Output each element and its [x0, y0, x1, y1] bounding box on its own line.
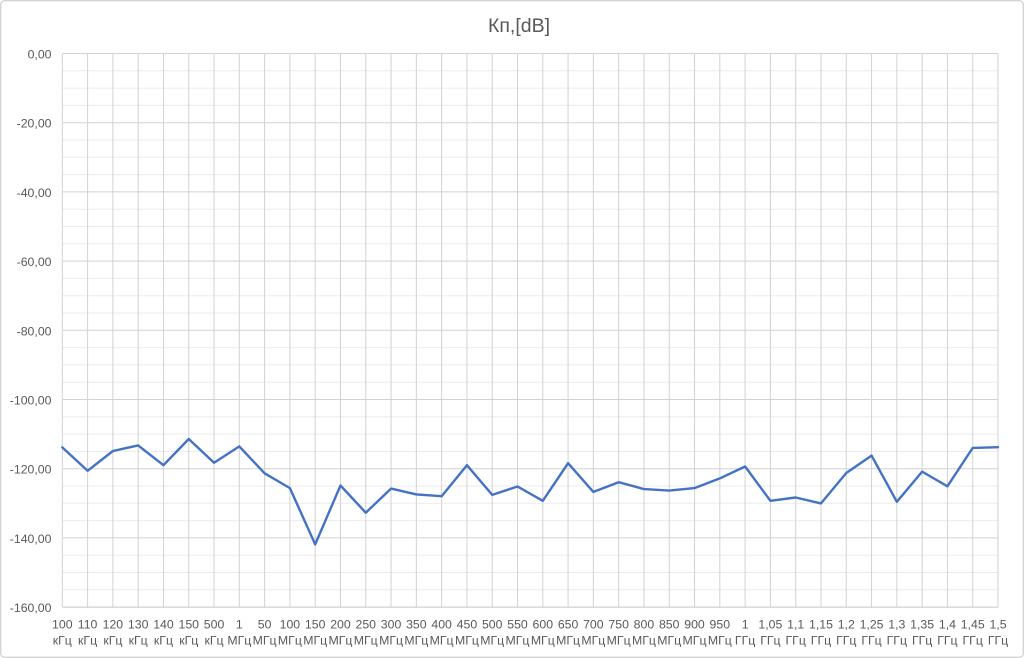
svg-text:-140,00: -140,00	[10, 532, 52, 546]
svg-text:-120,00: -120,00	[10, 463, 52, 477]
svg-text:Кп,[dB]: Кп,[dB]	[488, 15, 550, 37]
svg-text:-20,00: -20,00	[17, 117, 52, 131]
svg-text:-100,00: -100,00	[10, 394, 52, 408]
svg-text:-40,00: -40,00	[17, 186, 52, 200]
svg-text:0,00: 0,00	[28, 48, 52, 62]
svg-text:-60,00: -60,00	[17, 255, 52, 269]
svg-text:-80,00: -80,00	[17, 324, 52, 338]
svg-text:-160,00: -160,00	[10, 601, 52, 615]
